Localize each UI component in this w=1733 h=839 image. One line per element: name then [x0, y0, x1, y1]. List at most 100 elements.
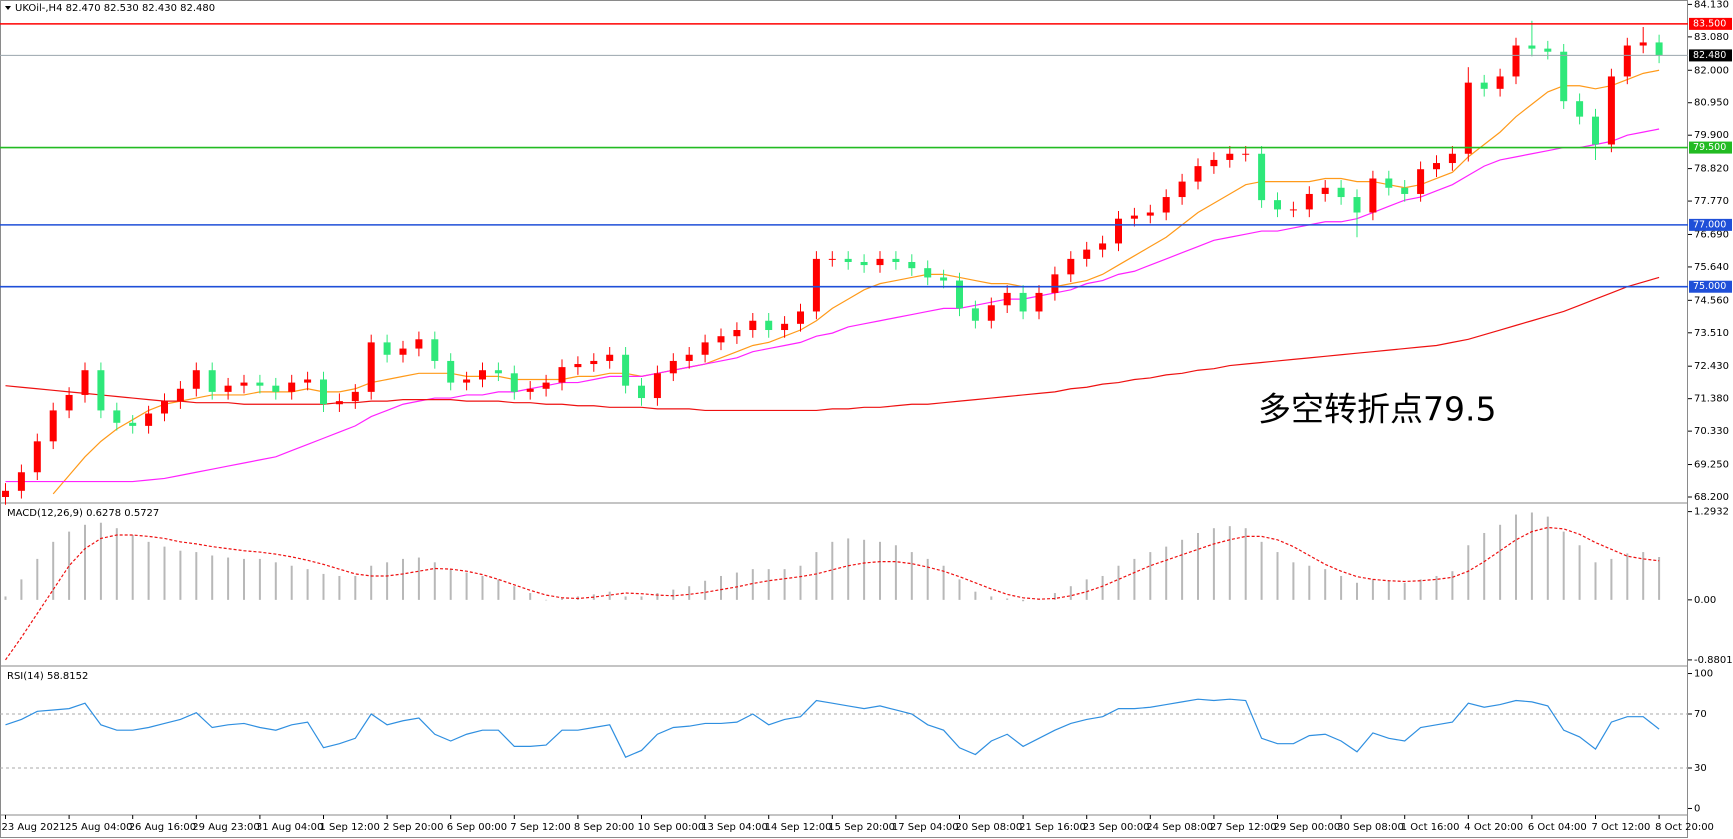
candle-body [590, 360, 598, 365]
macd-bar [179, 550, 182, 600]
macd-bar [1228, 526, 1231, 600]
y-tick-label: 72.430 [1694, 361, 1729, 372]
x-tick-label: 13 Sep 04:00 [701, 822, 768, 833]
macd-bar [402, 558, 404, 600]
x-tick-label: 10 Sep 00:00 [638, 822, 705, 833]
candle-body [638, 385, 645, 399]
macd-bar [433, 562, 436, 600]
candle-body [1496, 76, 1504, 89]
x-tick-label: 31 Aug 04:00 [256, 822, 323, 833]
candle-body [510, 373, 518, 392]
macd-bar [545, 599, 548, 601]
y-tick-label: 74.560 [1694, 295, 1729, 306]
macd-bar [974, 591, 977, 600]
macd-bar [36, 558, 39, 600]
plot-frame [0, 0, 1688, 838]
candle-body [1655, 42, 1663, 56]
macd-bar [1578, 545, 1581, 600]
candle-body [924, 268, 932, 278]
macd-bar [68, 531, 71, 600]
macd-bar [656, 593, 659, 600]
candle-body [1464, 82, 1472, 154]
macd-bar [1181, 539, 1184, 600]
y-tick-label: 83.080 [1694, 32, 1729, 43]
macd-bar [243, 558, 245, 600]
macd-bar [958, 579, 961, 600]
y-tick-label: 100 [1694, 669, 1713, 680]
candle-body [176, 388, 184, 402]
macd-bar [1515, 514, 1517, 600]
candle-body [208, 370, 216, 392]
macd-bar [783, 569, 786, 600]
macd-bar [163, 546, 166, 600]
macd-bar [1610, 558, 1613, 600]
candle-body [1242, 153, 1250, 155]
macd-bar [688, 586, 691, 600]
candle-body [1099, 243, 1107, 250]
macd-bar [529, 593, 532, 600]
macd-bar [767, 569, 770, 600]
macd-bar [672, 589, 675, 600]
y-tick-label: 84.130 [1694, 0, 1729, 10]
candle-body [1623, 45, 1631, 77]
candle-body [1369, 178, 1377, 213]
macd-bar [1530, 512, 1533, 600]
y-tick-label: -0.8801 [1694, 655, 1733, 666]
y-tick-label: 75.640 [1694, 262, 1729, 273]
candle-body [828, 258, 836, 260]
y-tick-label: 69.250 [1694, 460, 1729, 471]
candle-body [415, 339, 423, 349]
macd-bar [1006, 598, 1009, 600]
candle-body [526, 388, 534, 392]
signal-line [5, 526, 1660, 661]
candle-body [1321, 187, 1329, 194]
candle-body [1019, 292, 1027, 312]
macd-bar [1308, 565, 1311, 600]
macd-bar [561, 598, 563, 600]
macd-bar [1483, 532, 1486, 600]
macd-bar [926, 558, 929, 600]
macd-bar [1101, 575, 1104, 600]
candle-body [81, 370, 89, 395]
candle-body [1560, 51, 1568, 102]
candle-body [320, 379, 327, 405]
macd-bar [1626, 553, 1629, 600]
macd-bar [1594, 562, 1597, 600]
candle-body [558, 367, 566, 383]
candle-body [1433, 163, 1440, 170]
candle-body [256, 382, 264, 386]
macd-bar [1435, 575, 1438, 600]
candle-body [606, 354, 614, 361]
candle-body [1194, 166, 1202, 182]
macd-bar [847, 538, 850, 600]
candle-body [956, 280, 963, 309]
candle-body [669, 360, 677, 374]
macd-bar [306, 569, 309, 600]
candle-body [65, 394, 73, 411]
macd-bar [1276, 552, 1279, 600]
macd-bar [1419, 579, 1422, 600]
candle-body [1274, 200, 1281, 210]
macd-bar [481, 575, 484, 600]
candle-body [383, 342, 391, 355]
candle-body [145, 413, 153, 426]
candle-body [1035, 292, 1043, 312]
macd-bar [1451, 571, 1454, 600]
macd-bar [624, 596, 627, 600]
y-tick-label: 1.2932 [1694, 507, 1729, 518]
macd-bar [990, 596, 993, 600]
macd-bar [863, 539, 866, 600]
macd-bar [99, 522, 102, 600]
macd-bar [1260, 541, 1263, 600]
y-tick-label: 78.820 [1694, 164, 1729, 175]
moving-average [5, 276, 1660, 412]
candle-body [1544, 48, 1552, 52]
macd-bar [258, 558, 261, 600]
candle-body [192, 370, 200, 389]
candle-body [940, 277, 948, 281]
candle-body [860, 261, 868, 266]
candle-body [876, 258, 884, 266]
candle-body [1003, 292, 1011, 306]
x-tick-label: 7 Sep 12:00 [510, 822, 570, 833]
